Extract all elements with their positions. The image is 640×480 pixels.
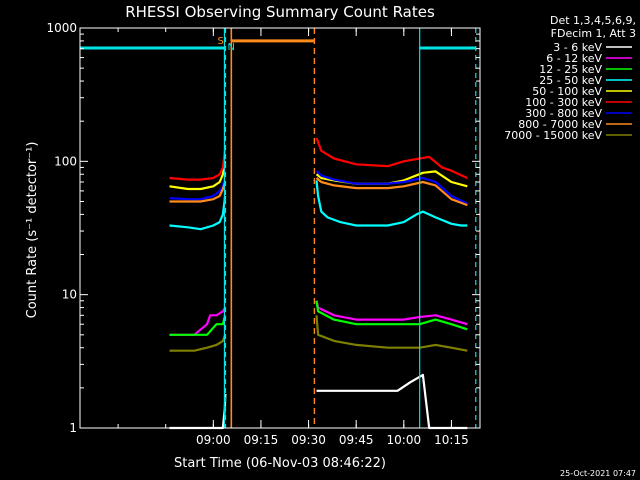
legend-label: 3 - 6 keV	[553, 41, 602, 54]
series-line	[315, 137, 468, 179]
x-tick-label: 09:45	[339, 433, 374, 447]
plot-frame	[79, 27, 481, 429]
y-tick-label: 1	[69, 421, 77, 435]
legend-label: 50 - 100 keV	[532, 85, 602, 98]
y-axis: 1 10 100 1000	[46, 21, 480, 435]
series-line	[315, 169, 468, 205]
x-axis: 09:00 09:15 09:30 09:45 10:00 10:15	[117, 28, 469, 447]
legend-label: 100 - 300 keV	[525, 96, 602, 109]
series-line	[169, 148, 227, 181]
y-tick-label: 100	[54, 154, 77, 168]
night-letter: N	[227, 42, 234, 53]
saa-letter: S	[217, 36, 223, 47]
y-tick-label: 1000	[46, 21, 77, 35]
x-axis-label: Start Time (06-Nov-03 08:46:22)	[174, 456, 386, 471]
series-line	[315, 300, 468, 331]
legend-label: 12 - 25 keV	[539, 63, 602, 76]
legend-header: Det 1,3,4,5,6,9,	[550, 14, 636, 27]
series-line	[169, 315, 227, 336]
flags-layer: SN	[80, 28, 477, 428]
legend-label: 7000 - 15000 keV	[504, 129, 602, 142]
legend-label: 300 - 800 keV	[525, 107, 602, 120]
series-line	[169, 393, 227, 430]
legend-label: 800 - 7000 keV	[518, 118, 602, 131]
x-tick-label: 09:00	[196, 433, 231, 447]
series-line	[315, 180, 468, 227]
series-line	[169, 307, 227, 336]
series-line	[316, 373, 468, 430]
chart-title: RHESSI Observing Summary Count Rates	[125, 3, 435, 21]
legend: Det 1,3,4,5,6,9,FDecim 1, Att 33 - 6 keV…	[504, 14, 636, 142]
series-line	[315, 300, 468, 326]
x-tick-label: 09:30	[291, 433, 326, 447]
x-tick-label: 10:00	[387, 433, 422, 447]
series-line	[169, 181, 227, 203]
series-line	[169, 195, 227, 231]
footer-date: 25-Oct-2021 07:47	[560, 469, 636, 478]
series-layer	[169, 137, 468, 430]
y-axis-label: Count Rate (s⁻¹ detector⁻¹)	[25, 142, 40, 319]
legend-label: 25 - 50 keV	[539, 74, 602, 87]
legend-header: FDecim 1, Att 3	[551, 27, 636, 40]
series-line	[169, 334, 227, 352]
series-line	[315, 177, 468, 207]
x-tick-label: 10:15	[434, 433, 469, 447]
y-tick-label: 10	[62, 288, 77, 302]
series-line	[315, 315, 468, 352]
legend-label: 6 - 12 keV	[546, 52, 602, 65]
x-tick-label: 09:15	[244, 433, 279, 447]
series-line	[169, 161, 227, 191]
